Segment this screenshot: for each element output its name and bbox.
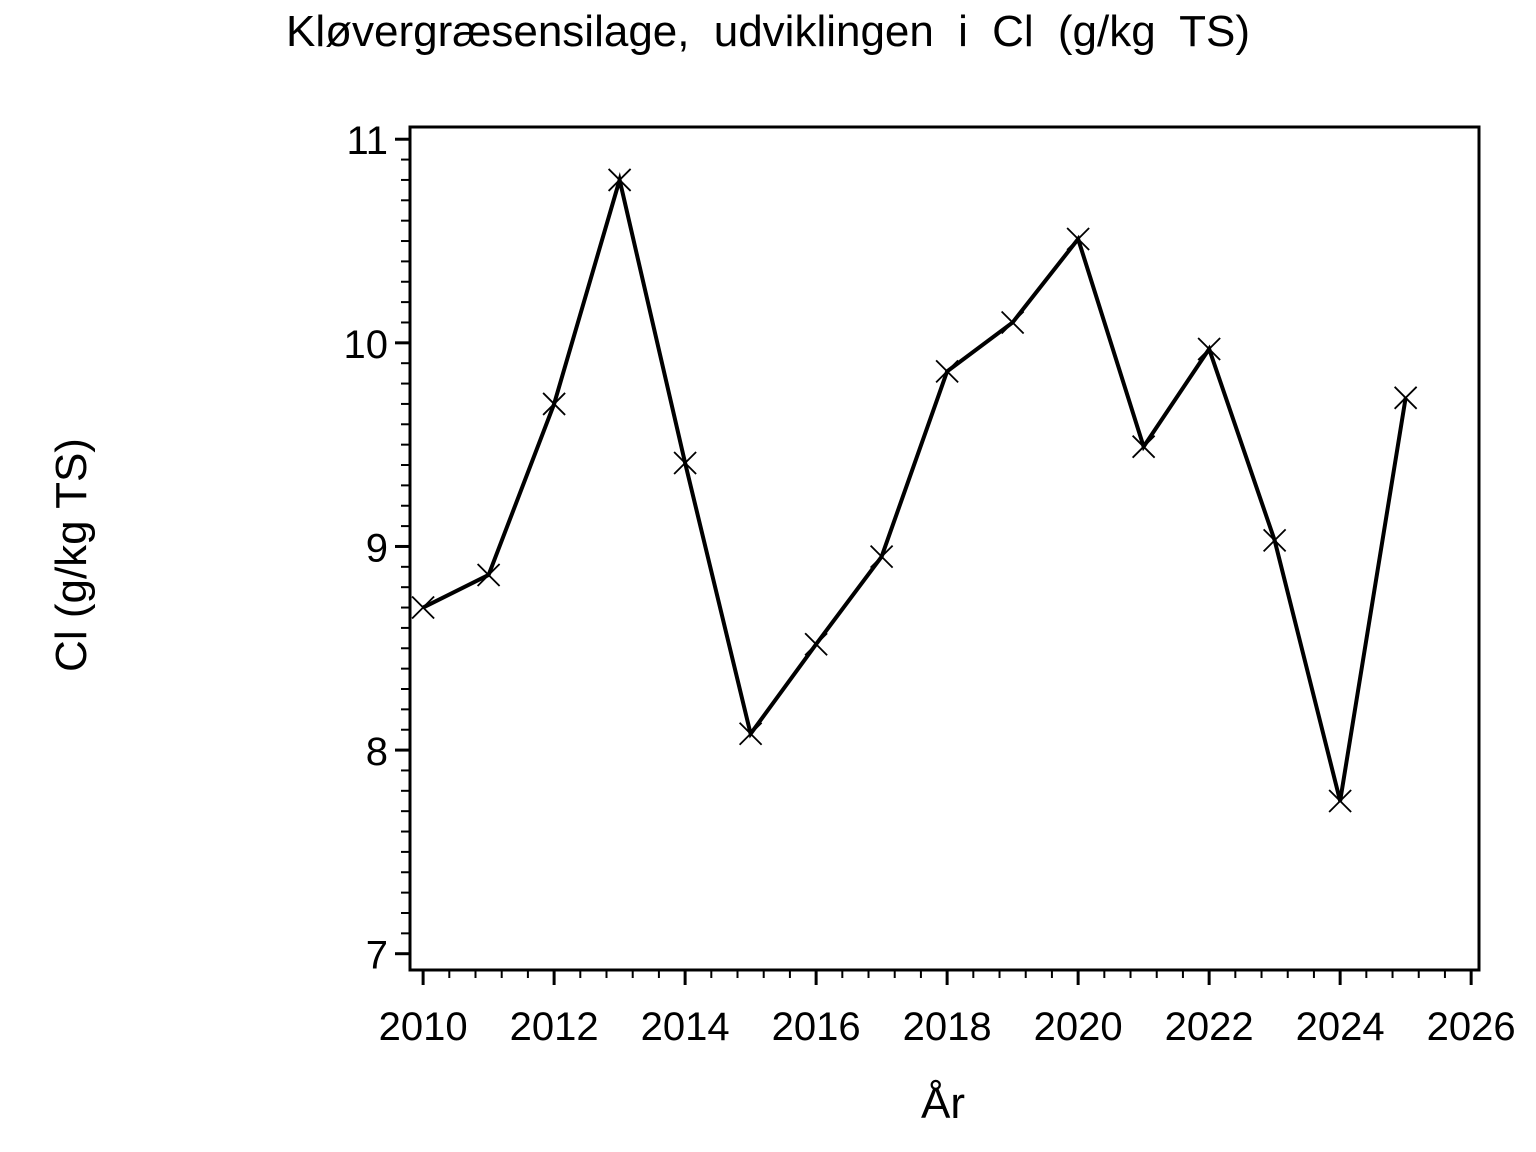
data-point-marker (1000, 310, 1025, 335)
x-tick-label: 2024 (1296, 1005, 1385, 1049)
x-tick-label: 2026 (1427, 1005, 1516, 1049)
y-tick-label: 11 (346, 119, 388, 163)
data-point-marker (542, 392, 566, 416)
x-tick-label: 2018 (903, 1005, 992, 1049)
plot-frame (408, 125, 1481, 972)
x-tick-label: 2016 (772, 1005, 861, 1049)
x-tick-label: 2022 (1165, 1005, 1254, 1049)
y-tick-label: 8 (366, 730, 388, 774)
x-tick-label: 2012 (510, 1005, 599, 1049)
data-point-marker (804, 632, 828, 656)
data-point-marker (1131, 435, 1156, 459)
data-point-marker (935, 359, 959, 383)
data-point-marker (1262, 528, 1287, 552)
data-point-marker (1328, 789, 1352, 813)
x-tick-label: 2014 (641, 1005, 730, 1049)
data-point-marker (738, 722, 763, 746)
x-axis-label: År (921, 1079, 965, 1128)
y-tick-label: 7 (366, 934, 388, 978)
chart-title: Kløvergræsensilage, udviklingen i Cl (g/… (286, 7, 1250, 56)
data-point-marker (607, 168, 632, 192)
y-tick-label: 9 (366, 526, 388, 570)
x-tick-label: 2010 (379, 1005, 468, 1049)
y-tick-label: 10 (344, 323, 389, 367)
data-point-marker (673, 451, 697, 475)
data-point-marker (1066, 227, 1090, 251)
data-line (422, 172, 1408, 802)
data-point-marker (1394, 386, 1418, 410)
data-point-marker (869, 545, 894, 569)
data-point-marker (476, 563, 501, 587)
data-point-marker (411, 595, 435, 620)
data-point-marker (1197, 337, 1221, 361)
x-tick-label: 2020 (1034, 1005, 1123, 1049)
